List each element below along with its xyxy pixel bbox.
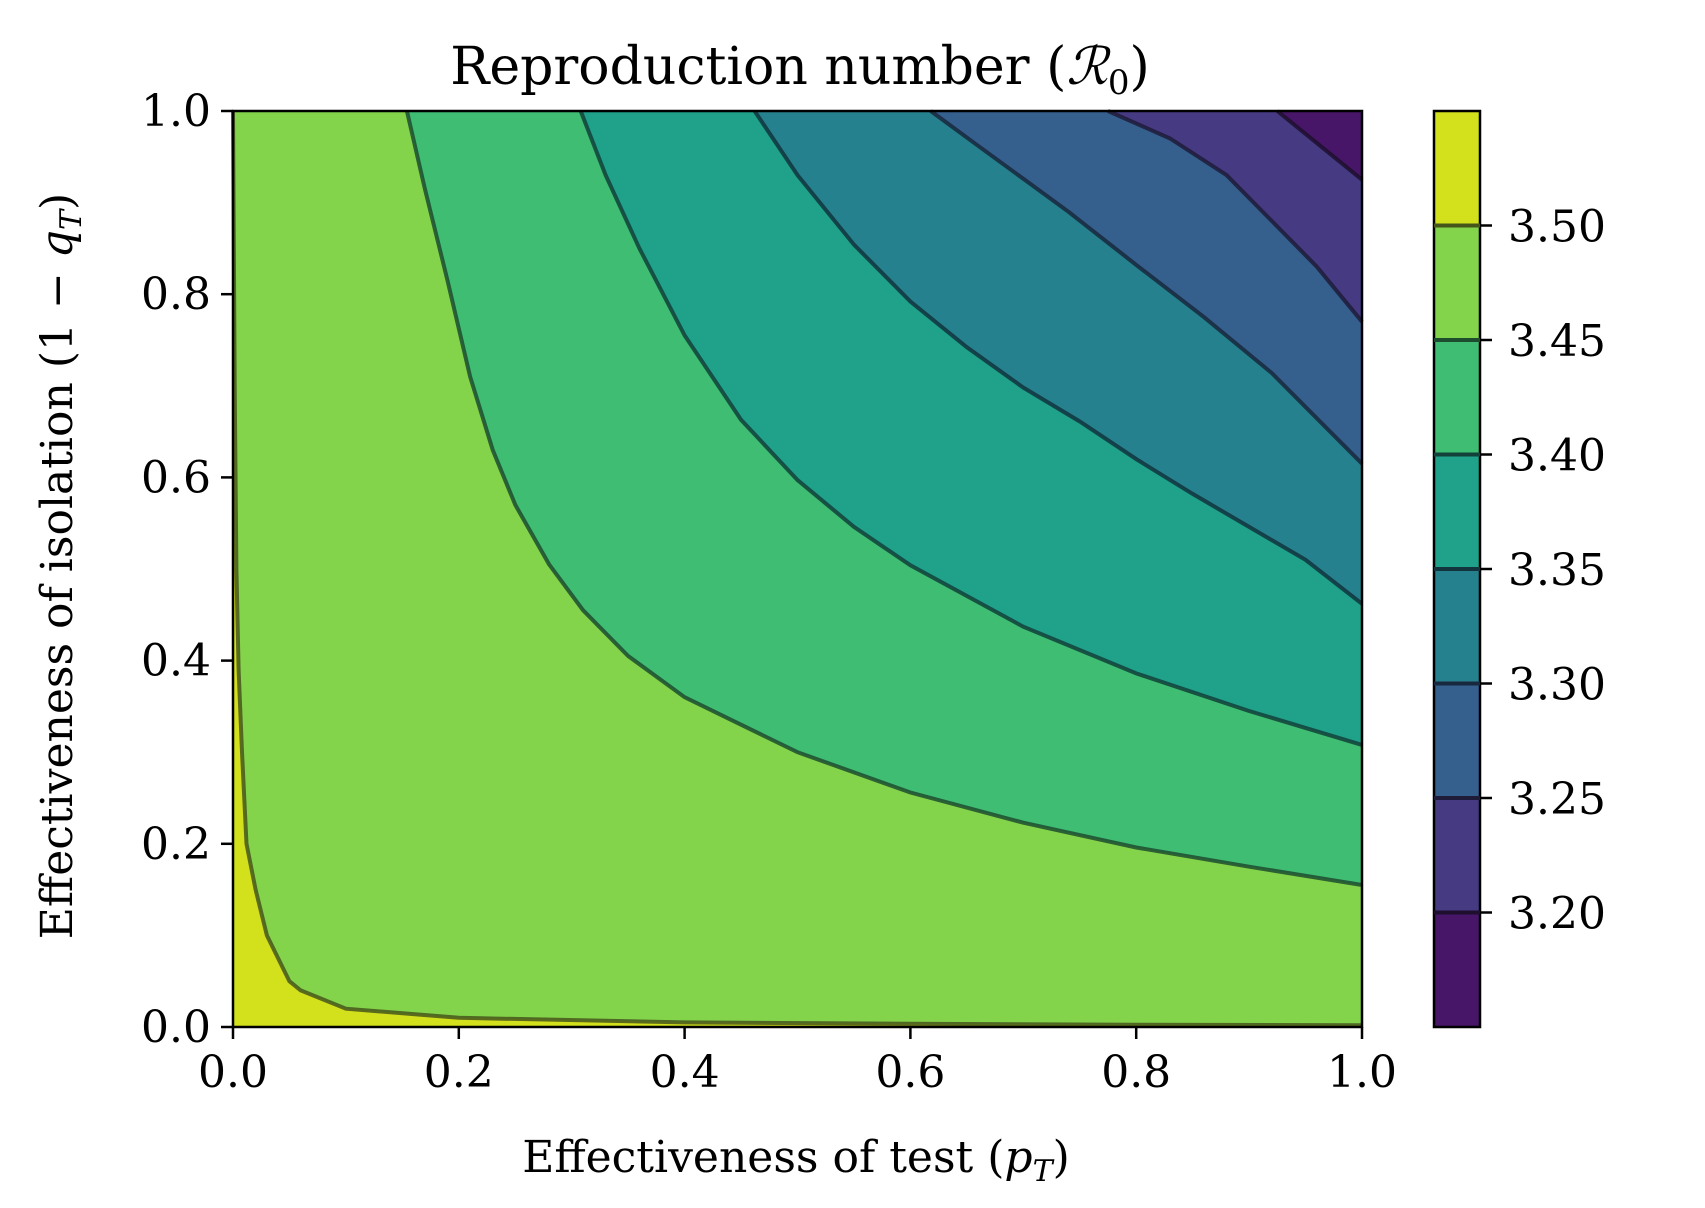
chart-title: Reproduction number (ℛ0)	[450, 37, 1150, 103]
contour-line-3.20	[1276, 109, 1364, 182]
colorbar-tick-label: 3.30	[1508, 660, 1606, 711]
x-axis-label: Effectiveness of test (pT)	[522, 1132, 1070, 1189]
colorbar-band-3.40	[1434, 340, 1480, 455]
y-axis-ticks: 0.0 0.2 0.4 0.6 0.8 1.0	[141, 86, 233, 1053]
colorbar-tick-label: 3.40	[1508, 431, 1606, 482]
contour-line-3.40	[578, 110, 1363, 747]
colorbar-tick-label: 3.20	[1508, 889, 1606, 940]
contour-lines	[231, 109, 1364, 1028]
y-axis-label-sub: T	[54, 208, 89, 230]
y-axis-label-main: Effectiveness of isolation (1 −	[32, 258, 83, 939]
colorbar-tick-label: 3.35	[1508, 545, 1606, 596]
y-axis-label: Effectiveness of isolation (1 − qT)	[32, 193, 89, 939]
colorbar-band-3.45	[1434, 225, 1480, 340]
chart-title-sub: 0	[1108, 63, 1130, 103]
y-tick-label: 0.4	[141, 636, 211, 687]
colorbar-band-3.50	[1434, 111, 1480, 226]
y-tick-label: 0.6	[141, 452, 211, 503]
colorbar-band-3.20	[1434, 798, 1480, 913]
x-axis-label-symbol: p	[1004, 1132, 1032, 1183]
colorbar-tick-label: 3.25	[1508, 774, 1606, 825]
colorbar-band-3.25	[1434, 683, 1480, 798]
chart-title-close: )	[1130, 37, 1150, 97]
colorbar-ticks: 3.20 3.25 3.30 3.35 3.40 3.45 3.50	[1434, 202, 1606, 940]
contour-line-3.45	[404, 110, 1363, 887]
plot-frame	[231, 109, 1364, 1029]
chart-title-symbol: ℛ	[1066, 37, 1111, 97]
colorbar-bands	[1434, 111, 1480, 1027]
colorbar-band-3.30	[1434, 569, 1480, 684]
colorbar-tick-label: 3.50	[1508, 202, 1606, 253]
x-tick-label: 1.0	[1327, 1047, 1397, 1098]
x-axis-label-sub: T	[1033, 1154, 1055, 1189]
x-axis-label-main: Effectiveness of test (	[522, 1132, 1004, 1183]
y-tick-label: 0.2	[141, 819, 211, 870]
plot-area	[231, 109, 1364, 1029]
x-axis-ticks: 0.0 0.2 0.4 0.6 0.8 1.0	[198, 1027, 1397, 1098]
contour-line-3.30	[929, 109, 1364, 466]
contour-line-3.35	[752, 109, 1364, 606]
chart-title-main: Reproduction number (	[450, 37, 1066, 97]
contour-line-3.50	[231, 110, 1363, 1028]
contour-fills	[233, 111, 1362, 1027]
y-axis-label-close: )	[32, 193, 83, 210]
colorbar: 3.20 3.25 3.30 3.35 3.40 3.45 3.50	[1432, 109, 1606, 1029]
x-tick-label: 0.4	[650, 1047, 720, 1098]
colorbar-tick-label: 3.45	[1508, 316, 1606, 367]
contour-band-3.20	[1108, 111, 1362, 322]
x-axis-label-close: )	[1053, 1132, 1070, 1183]
x-tick-label: 0.6	[875, 1047, 945, 1098]
x-tick-label: 0.0	[198, 1047, 268, 1098]
colorbar-band-3.15	[1434, 912, 1480, 1027]
y-tick-label: 0.0	[141, 1002, 211, 1053]
y-tick-label: 1.0	[141, 86, 211, 137]
x-tick-label: 0.8	[1101, 1047, 1171, 1098]
contour-line-3.25	[1107, 109, 1364, 323]
y-tick-label: 0.8	[141, 269, 211, 320]
y-axis-label-symbol: q	[32, 230, 83, 258]
x-tick-label: 0.2	[424, 1047, 494, 1098]
colorbar-band-3.35	[1434, 454, 1480, 569]
